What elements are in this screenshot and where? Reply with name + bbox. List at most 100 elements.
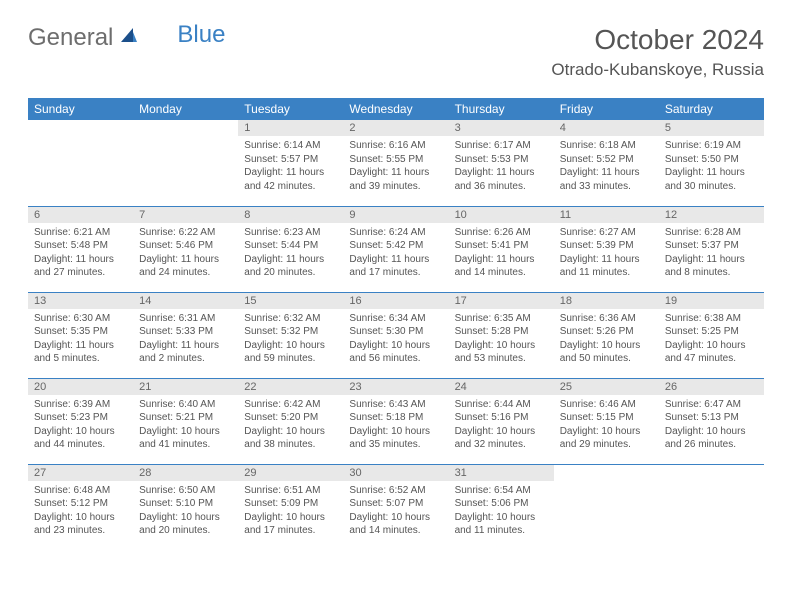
day-number: 14 [133,293,238,309]
brand-sail-icon [119,26,139,51]
day-number: 10 [449,207,554,223]
day-number: 21 [133,379,238,395]
calendar-day: 3Sunrise: 6:17 AMSunset: 5:53 PMDaylight… [449,120,554,206]
day-details: Sunrise: 6:32 AMSunset: 5:32 PMDaylight:… [238,309,343,372]
calendar-day: 16Sunrise: 6:34 AMSunset: 5:30 PMDayligh… [343,292,448,378]
calendar-day: 10Sunrise: 6:26 AMSunset: 5:41 PMDayligh… [449,206,554,292]
calendar-day: 29Sunrise: 6:51 AMSunset: 5:09 PMDayligh… [238,464,343,550]
day-details: Sunrise: 6:30 AMSunset: 5:35 PMDaylight:… [28,309,133,372]
calendar-table: SundayMondayTuesdayWednesdayThursdayFrid… [28,98,764,550]
calendar-day: 9Sunrise: 6:24 AMSunset: 5:42 PMDaylight… [343,206,448,292]
day-number: 25 [554,379,659,395]
day-details: Sunrise: 6:24 AMSunset: 5:42 PMDaylight:… [343,223,448,286]
calendar-day: 2Sunrise: 6:16 AMSunset: 5:55 PMDaylight… [343,120,448,206]
location-label: Otrado-Kubanskoye, Russia [551,60,764,80]
day-details: Sunrise: 6:43 AMSunset: 5:18 PMDaylight:… [343,395,448,458]
day-number: 13 [28,293,133,309]
calendar-day: 21Sunrise: 6:40 AMSunset: 5:21 PMDayligh… [133,378,238,464]
day-number: 24 [449,379,554,395]
day-details: Sunrise: 6:31 AMSunset: 5:33 PMDaylight:… [133,309,238,372]
day-number: 5 [659,120,764,136]
calendar-day: 1Sunrise: 6:14 AMSunset: 5:57 PMDaylight… [238,120,343,206]
day-number: 16 [343,293,448,309]
day-number: 11 [554,207,659,223]
day-details: Sunrise: 6:21 AMSunset: 5:48 PMDaylight:… [28,223,133,286]
calendar-day: 27Sunrise: 6:48 AMSunset: 5:12 PMDayligh… [28,464,133,550]
calendar-day: 17Sunrise: 6:35 AMSunset: 5:28 PMDayligh… [449,292,554,378]
calendar-day: 28Sunrise: 6:50 AMSunset: 5:10 PMDayligh… [133,464,238,550]
day-header: Thursday [449,98,554,120]
day-details: Sunrise: 6:17 AMSunset: 5:53 PMDaylight:… [449,136,554,199]
calendar-day: 14Sunrise: 6:31 AMSunset: 5:33 PMDayligh… [133,292,238,378]
calendar-day: 31Sunrise: 6:54 AMSunset: 5:06 PMDayligh… [449,464,554,550]
calendar-day: 26Sunrise: 6:47 AMSunset: 5:13 PMDayligh… [659,378,764,464]
day-header: Friday [554,98,659,120]
day-number: 17 [449,293,554,309]
day-details: Sunrise: 6:34 AMSunset: 5:30 PMDaylight:… [343,309,448,372]
day-number: 31 [449,465,554,481]
calendar-week: 6Sunrise: 6:21 AMSunset: 5:48 PMDaylight… [28,206,764,292]
day-details: Sunrise: 6:26 AMSunset: 5:41 PMDaylight:… [449,223,554,286]
day-details: Sunrise: 6:27 AMSunset: 5:39 PMDaylight:… [554,223,659,286]
brand-part1: General [28,24,113,52]
day-details: Sunrise: 6:19 AMSunset: 5:50 PMDaylight:… [659,136,764,199]
day-header: Saturday [659,98,764,120]
day-header: Sunday [28,98,133,120]
day-details: Sunrise: 6:42 AMSunset: 5:20 PMDaylight:… [238,395,343,458]
day-number: 22 [238,379,343,395]
day-details: Sunrise: 6:48 AMSunset: 5:12 PMDaylight:… [28,481,133,544]
day-number: 15 [238,293,343,309]
day-details: Sunrise: 6:46 AMSunset: 5:15 PMDaylight:… [554,395,659,458]
calendar-empty [659,464,764,550]
calendar-day: 19Sunrise: 6:38 AMSunset: 5:25 PMDayligh… [659,292,764,378]
calendar-day: 13Sunrise: 6:30 AMSunset: 5:35 PMDayligh… [28,292,133,378]
calendar-day: 12Sunrise: 6:28 AMSunset: 5:37 PMDayligh… [659,206,764,292]
calendar-day: 22Sunrise: 6:42 AMSunset: 5:20 PMDayligh… [238,378,343,464]
day-details: Sunrise: 6:22 AMSunset: 5:46 PMDaylight:… [133,223,238,286]
day-number: 12 [659,207,764,223]
day-number: 30 [343,465,448,481]
calendar-empty [28,120,133,206]
page-header: General Blue October 2024 Otrado-Kubansk… [28,24,764,80]
day-header: Monday [133,98,238,120]
calendar-day: 20Sunrise: 6:39 AMSunset: 5:23 PMDayligh… [28,378,133,464]
day-number: 19 [659,293,764,309]
day-details: Sunrise: 6:35 AMSunset: 5:28 PMDaylight:… [449,309,554,372]
calendar-day: 7Sunrise: 6:22 AMSunset: 5:46 PMDaylight… [133,206,238,292]
day-number: 2 [343,120,448,136]
day-number: 26 [659,379,764,395]
day-number: 23 [343,379,448,395]
day-details: Sunrise: 6:50 AMSunset: 5:10 PMDaylight:… [133,481,238,544]
day-number: 3 [449,120,554,136]
day-details: Sunrise: 6:18 AMSunset: 5:52 PMDaylight:… [554,136,659,199]
day-number: 27 [28,465,133,481]
calendar-day: 15Sunrise: 6:32 AMSunset: 5:32 PMDayligh… [238,292,343,378]
day-details: Sunrise: 6:47 AMSunset: 5:13 PMDaylight:… [659,395,764,458]
day-number: 29 [238,465,343,481]
day-number: 20 [28,379,133,395]
day-number: 28 [133,465,238,481]
calendar-day: 6Sunrise: 6:21 AMSunset: 5:48 PMDaylight… [28,206,133,292]
title-block: October 2024 Otrado-Kubanskoye, Russia [551,24,764,80]
day-header: Wednesday [343,98,448,120]
calendar-day: 23Sunrise: 6:43 AMSunset: 5:18 PMDayligh… [343,378,448,464]
brand-logo: General Blue [28,24,225,52]
calendar-day: 25Sunrise: 6:46 AMSunset: 5:15 PMDayligh… [554,378,659,464]
day-number: 6 [28,207,133,223]
calendar-empty [133,120,238,206]
day-details: Sunrise: 6:54 AMSunset: 5:06 PMDaylight:… [449,481,554,544]
day-details: Sunrise: 6:44 AMSunset: 5:16 PMDaylight:… [449,395,554,458]
day-number: 1 [238,120,343,136]
day-details: Sunrise: 6:39 AMSunset: 5:23 PMDaylight:… [28,395,133,458]
calendar-week: 27Sunrise: 6:48 AMSunset: 5:12 PMDayligh… [28,464,764,550]
day-number: 4 [554,120,659,136]
day-details: Sunrise: 6:51 AMSunset: 5:09 PMDaylight:… [238,481,343,544]
day-details: Sunrise: 6:14 AMSunset: 5:57 PMDaylight:… [238,136,343,199]
day-details: Sunrise: 6:28 AMSunset: 5:37 PMDaylight:… [659,223,764,286]
day-details: Sunrise: 6:40 AMSunset: 5:21 PMDaylight:… [133,395,238,458]
calendar-day: 18Sunrise: 6:36 AMSunset: 5:26 PMDayligh… [554,292,659,378]
day-number: 9 [343,207,448,223]
calendar-day: 8Sunrise: 6:23 AMSunset: 5:44 PMDaylight… [238,206,343,292]
day-number: 7 [133,207,238,223]
calendar-day: 5Sunrise: 6:19 AMSunset: 5:50 PMDaylight… [659,120,764,206]
